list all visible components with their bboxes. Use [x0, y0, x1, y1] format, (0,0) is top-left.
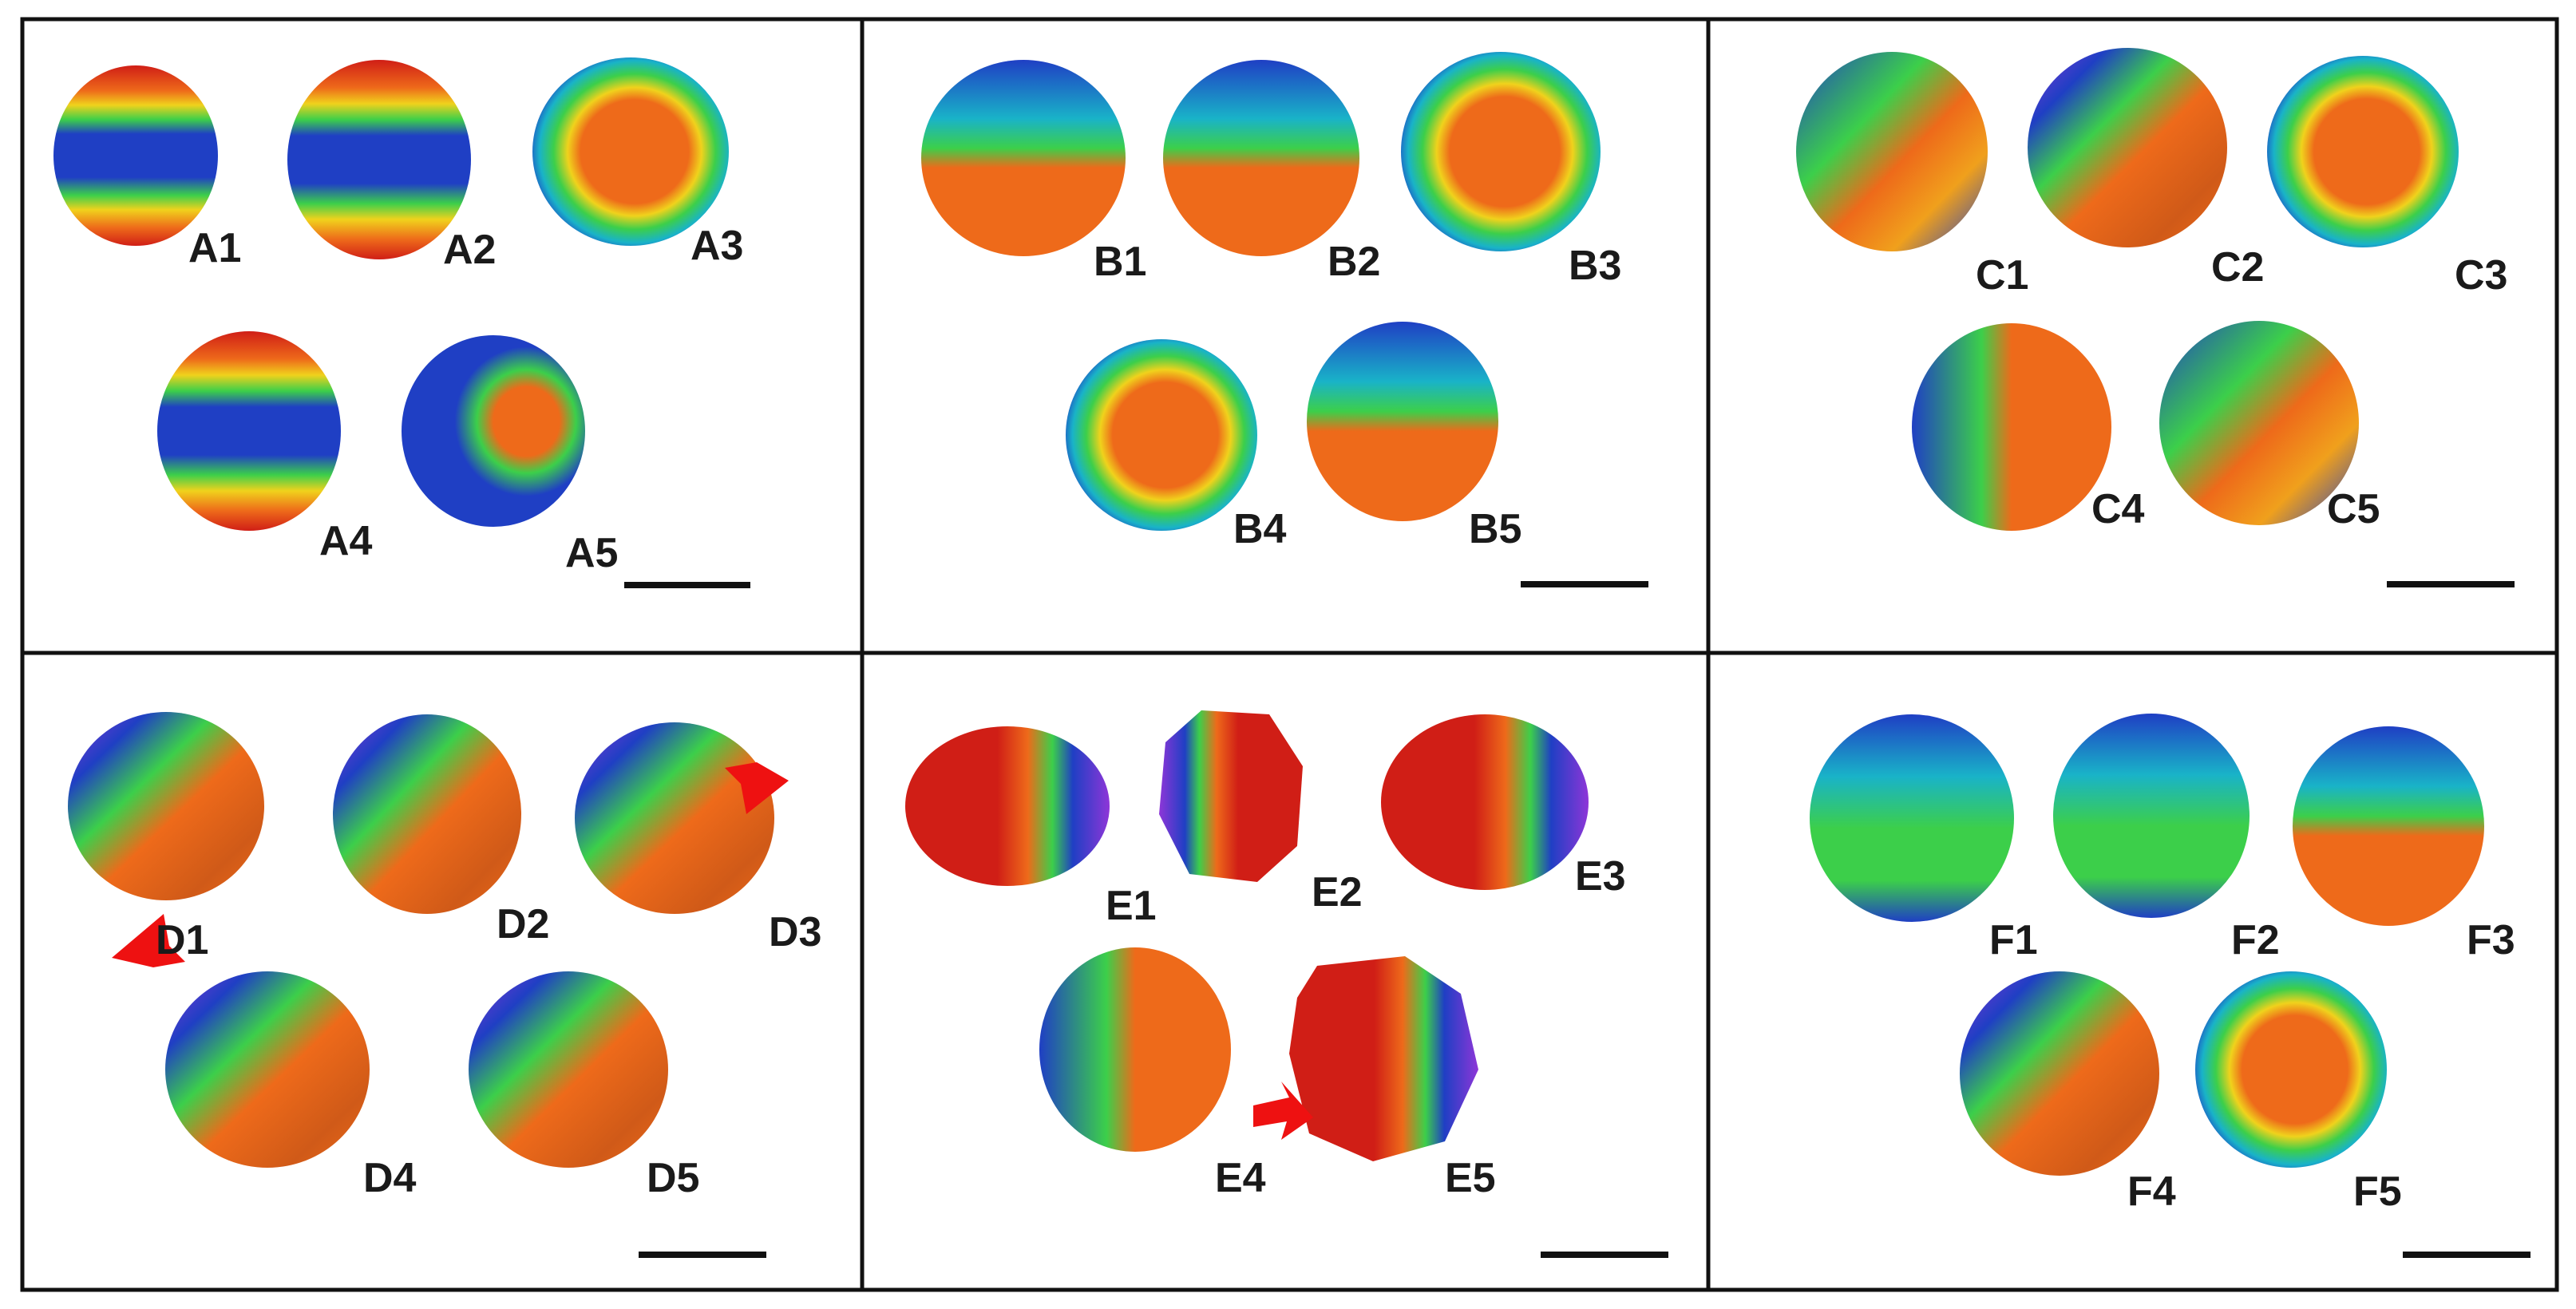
arrow-e5: [1253, 1082, 1313, 1140]
panel-e: E1 E2 E3 E4 E5: [905, 710, 1668, 1258]
label-f2: F2: [2231, 917, 2280, 963]
panel-d: D1 D2 D3 D4 D5: [68, 712, 821, 1258]
label-c4: C4: [2091, 486, 2145, 532]
label-a4: A4: [319, 518, 373, 564]
label-f4: F4: [2127, 1169, 2176, 1215]
label-c2: C2: [2211, 244, 2264, 291]
particle-c5: [2159, 321, 2359, 525]
particle-f2: [2053, 714, 2250, 918]
label-c5: C5: [2327, 486, 2380, 532]
particle-a5: [402, 335, 585, 527]
particle-b5: [1307, 322, 1498, 521]
panel-f: F1 F2 F3 F4 F5: [1810, 714, 2530, 1258]
label-b4: B4: [1233, 506, 1287, 552]
label-e3: E3: [1575, 853, 1626, 900]
label-c3: C3: [2455, 252, 2507, 299]
label-a3: A3: [690, 223, 743, 269]
label-e5: E5: [1445, 1155, 1496, 1201]
label-b3: B3: [1569, 243, 1621, 289]
label-f1: F1: [1989, 917, 2038, 963]
label-e1: E1: [1106, 883, 1157, 929]
panel-a: A1 A2 A3 A4 A5: [53, 57, 750, 588]
particle-e2: [1159, 710, 1303, 882]
particle-d5: [469, 971, 668, 1168]
particle-d4: [165, 971, 370, 1168]
particle-a2: [287, 60, 471, 259]
label-b1: B1: [1094, 239, 1146, 285]
particle-f1: [1810, 714, 2014, 922]
particle-f4: [1960, 971, 2159, 1176]
particle-e4: [1039, 947, 1231, 1152]
label-d1: D1: [156, 917, 208, 963]
label-d3: D3: [769, 909, 821, 955]
particle-f5: [2195, 971, 2387, 1168]
panel-c: C1 C2 C3 C4 C5: [1796, 48, 2515, 587]
arrow-d1: [112, 914, 185, 967]
label-a5: A5: [565, 530, 618, 576]
particle-a1: [53, 65, 218, 246]
label-a1: A1: [188, 225, 241, 271]
particle-d1: [68, 712, 264, 900]
label-f5: F5: [2353, 1169, 2402, 1215]
label-d2: D2: [497, 901, 549, 947]
particle-d3: [575, 722, 774, 914]
label-d4: D4: [363, 1155, 417, 1201]
label-b2: B2: [1328, 239, 1380, 285]
particle-e1: [905, 726, 1110, 886]
particle-c4: [1912, 323, 2111, 531]
label-f3: F3: [2467, 917, 2515, 963]
particle-c3: [2267, 56, 2459, 247]
label-a2: A2: [443, 227, 496, 273]
particle-a4: [157, 331, 341, 531]
particle-c1: [1796, 52, 1988, 251]
particle-b4: [1066, 339, 1257, 531]
particle-b2: [1163, 60, 1359, 256]
particle-a3: [532, 57, 729, 246]
particle-b1: [921, 60, 1126, 256]
particle-f3: [2293, 726, 2484, 926]
label-e2: E2: [1312, 869, 1363, 916]
particle-e3: [1381, 714, 1589, 890]
label-e4: E4: [1215, 1155, 1266, 1201]
arrow-d3: [725, 762, 789, 814]
particle-e5: [1289, 956, 1478, 1161]
label-c1: C1: [1976, 252, 2028, 299]
label-b5: B5: [1469, 506, 1521, 552]
panel-b: B1 B2 B3 B4 B5: [921, 52, 1648, 587]
particle-c2: [2028, 48, 2227, 247]
particle-d2: [333, 714, 521, 914]
particle-b3: [1401, 52, 1601, 251]
label-d5: D5: [647, 1155, 699, 1201]
